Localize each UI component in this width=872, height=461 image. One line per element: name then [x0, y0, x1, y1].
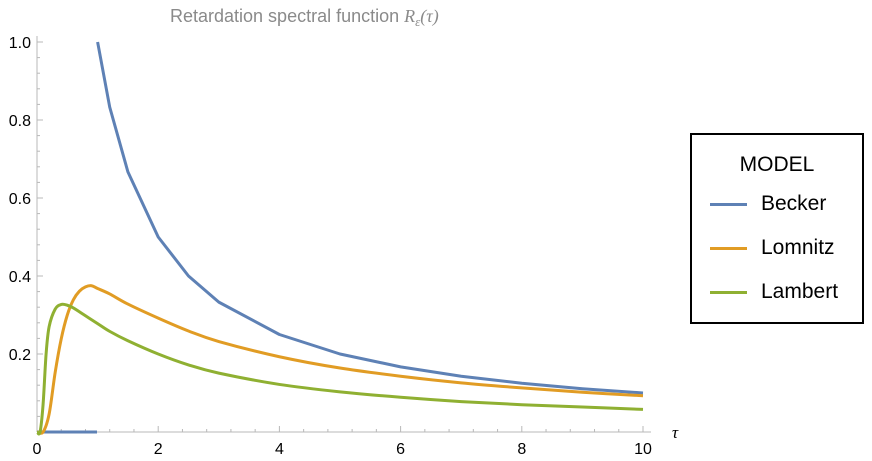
- legend-item-becker: Becker: [710, 191, 826, 217]
- y-tick-label: 0.6: [9, 191, 31, 208]
- legend-item-lambert: Lambert: [710, 279, 838, 305]
- x-axis-label: τ: [672, 423, 679, 442]
- legend: MODEL Becker Lomnitz Lambert: [690, 133, 864, 324]
- series-line-lambert: [35, 302, 644, 436]
- y-tick-label: 1.0: [9, 35, 31, 52]
- axes: 0 2 4 6 8 10 0.2 0.4 0.6 0.8 1.0: [9, 35, 652, 458]
- legend-label-lambert: Lambert: [761, 280, 839, 303]
- chart-title: Retardation spectral function Rε(τ): [170, 6, 439, 29]
- legend-label-lomnitz: Lomnitz: [761, 236, 835, 259]
- series-line-lomnitz: [36, 284, 644, 435]
- chart-title-symbol: R: [403, 6, 415, 26]
- y-tick-label: 0.4: [9, 269, 31, 286]
- x-tick-label: 10: [634, 441, 652, 458]
- x-tick-label: 4: [275, 441, 284, 458]
- chart-title-arg: (τ): [420, 6, 438, 27]
- chart-title-subscript: ε: [415, 14, 421, 29]
- x-tick-label: 0: [33, 441, 42, 458]
- x-tick-label: 8: [517, 441, 526, 458]
- x-tick-label: 6: [396, 441, 405, 458]
- legend-title: MODEL: [739, 153, 815, 176]
- legend-label-becker: Becker: [761, 192, 827, 215]
- legend-swatch-becker: [710, 202, 747, 206]
- legend-swatch-lomnitz: [710, 246, 747, 250]
- y-tick-label: 0.8: [9, 113, 31, 130]
- series-line-becker-main: [96, 41, 644, 395]
- chart-title-prefix: Retardation spectral function: [170, 6, 404, 26]
- x-tick-label: 2: [154, 441, 163, 458]
- legend-item-lomnitz: Lomnitz: [710, 235, 835, 261]
- legend-swatch-lambert: [710, 290, 747, 294]
- series-layer: [35, 41, 644, 436]
- y-tick-label: 0.2: [9, 347, 31, 364]
